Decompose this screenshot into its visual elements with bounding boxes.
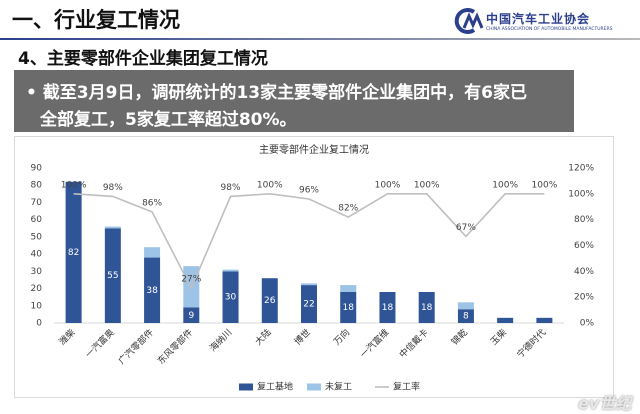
bullet-text: 截至3月9日，调研统计的13家主要零部件企业集团中，有6家已 (42, 83, 527, 103)
rate-label: 100% (492, 180, 518, 190)
bar-value-label: 18 (382, 303, 394, 313)
rate-label: 100% (532, 180, 558, 190)
legend-label: 复工基地 (257, 381, 293, 393)
rate-label: 27% (181, 275, 201, 285)
bar-value-label: 18 (421, 303, 433, 313)
header-rule (0, 38, 640, 40)
bar-value-label: 9 (188, 311, 194, 321)
y-tick-label: 80 (31, 181, 43, 191)
legend-swatch (239, 383, 253, 391)
y-tick-label: 60 (31, 215, 43, 225)
bar-segment (301, 283, 317, 286)
bar-segment (497, 317, 514, 323)
logo (454, 8, 484, 34)
chart-title: 主要零部件企业复工情况 (259, 143, 369, 156)
y-tick-label: 90 (31, 164, 43, 174)
bar-segment (65, 181, 82, 323)
bar-value-label: 38 (146, 286, 158, 296)
bar-value-label: 8 (463, 312, 469, 322)
bar-value-label: 55 (107, 271, 118, 281)
bar-segment (261, 278, 278, 323)
rate-label: 82% (338, 204, 358, 214)
bar-segment (183, 307, 200, 323)
bar-value-label: 30 (225, 293, 237, 303)
rate-label: 100% (414, 180, 440, 190)
bar-segment (104, 228, 121, 323)
bar-segment (340, 285, 357, 292)
bullet-box: • 截至3月9日，调研统计的13家主要零部件企业集团中，有6家已 全部复工，5家… (14, 70, 574, 132)
legend-label: 未复工 (325, 381, 352, 393)
y-tick-label: 50 (31, 232, 43, 242)
bar-segment (457, 309, 474, 323)
y-tick-label: 20 (31, 284, 43, 294)
y2-tick-label: 60% (574, 241, 594, 251)
chart: 主要零部件企业复工情况 0 10 20 30 40 50 60 70 80 90 0% 20% 40% 60… (14, 136, 614, 398)
bullet-line: • 截至3月9日，调研统计的13家主要零部件企业集团中，有6家已 (26, 83, 527, 103)
legend-label: 复工率 (393, 381, 420, 393)
rate-label: 67% (456, 223, 476, 233)
bar-segment (144, 257, 161, 323)
y2-tick-label: 80% (574, 215, 594, 225)
y-tick-label: 0 (36, 319, 42, 329)
bar-value-label: 22 (303, 300, 314, 310)
rate-label: 100% (61, 180, 87, 190)
rate-label: 100% (375, 180, 401, 190)
legend-swatch (307, 383, 321, 391)
y2-tick-label: 20% (574, 293, 594, 303)
bar-segment (222, 269, 239, 272)
watermark: ev世纪 (578, 394, 632, 413)
organization-name: 中国汽车工业协会 (486, 12, 591, 26)
rate-label: 96% (299, 186, 319, 196)
rate-line (73, 193, 545, 291)
bar-value-label: 26 (264, 296, 276, 306)
y-tick-label: 40 (31, 250, 43, 260)
rate-label: 100% (257, 180, 283, 190)
bar-value-label: 82 (68, 248, 79, 258)
y2-tick-label: 100% (568, 189, 594, 199)
rate-label: 86% (142, 198, 162, 208)
bar-segment (536, 317, 553, 323)
y2-tick-label: 40% (574, 267, 594, 277)
bar-segment (457, 302, 474, 310)
bar-segment (418, 292, 435, 323)
section-subtitle: 4、主要零部件企业集团复工情况 (18, 49, 268, 69)
y2-tick-label: 120% (568, 164, 594, 174)
bar-segment (301, 285, 317, 323)
bar-segment (222, 271, 239, 323)
y-tick-label: 30 (31, 267, 43, 277)
y2-tick-label: 0% (580, 319, 595, 329)
bar-segment (340, 292, 357, 323)
bullet-text: 全部复工，5家复工率超过80%。 (40, 110, 297, 130)
slide-title: 一、行业复工情况 (12, 8, 180, 32)
bar-segment (104, 226, 121, 229)
rate-label: 98% (221, 183, 241, 193)
y-tick-label: 70 (31, 198, 43, 208)
rate-label: 98% (103, 183, 123, 193)
y-tick-label: 10 (31, 301, 43, 311)
bar-segment (144, 247, 161, 258)
organization-english: CHINA ASSOCIATION OF AUTOMOBILE MANUFACT… (486, 27, 613, 32)
bar-segment (379, 292, 396, 323)
bar-value-label: 18 (343, 303, 355, 313)
